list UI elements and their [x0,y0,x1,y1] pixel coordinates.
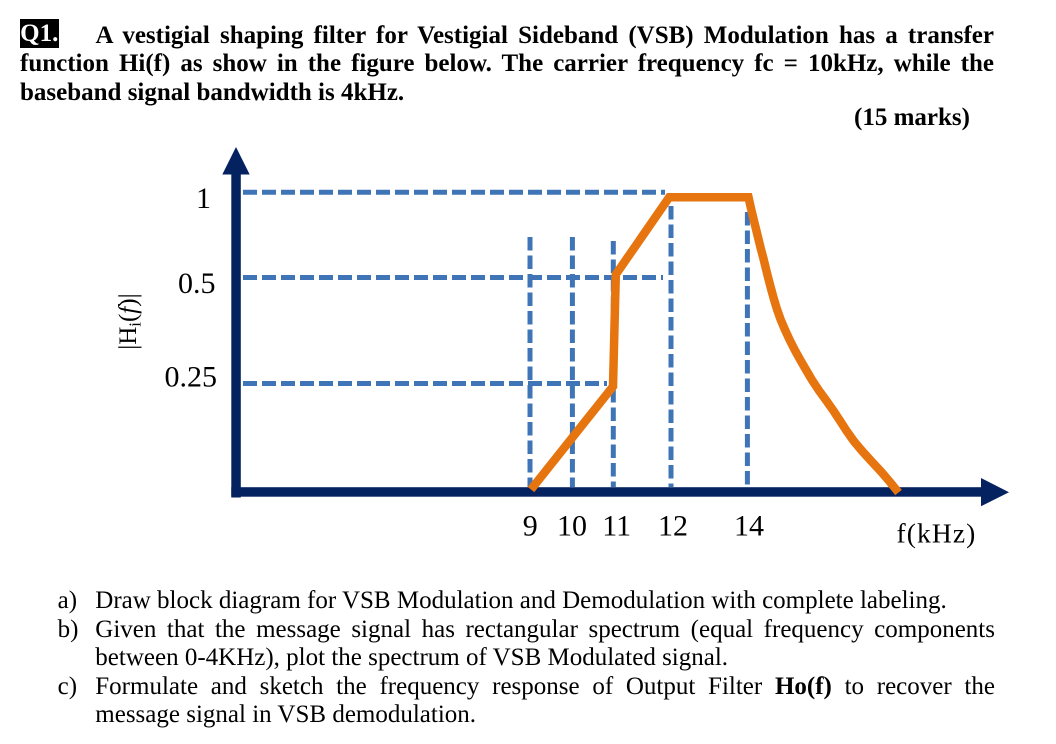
svg-text:1: 1 [196,182,211,215]
svg-text:10: 10 [557,510,587,543]
svg-text:f(kHz): f(kHz) [897,517,977,548]
svg-text:0.5: 0.5 [178,267,216,300]
svg-text:14: 14 [734,510,764,543]
svg-text:0.25: 0.25 [165,361,218,394]
svg-text:11: 11 [602,510,631,543]
svg-text:|Hi(f)|: |Hi(f)| [115,293,145,349]
svg-text:9: 9 [523,510,538,543]
svg-text:12: 12 [658,510,688,543]
